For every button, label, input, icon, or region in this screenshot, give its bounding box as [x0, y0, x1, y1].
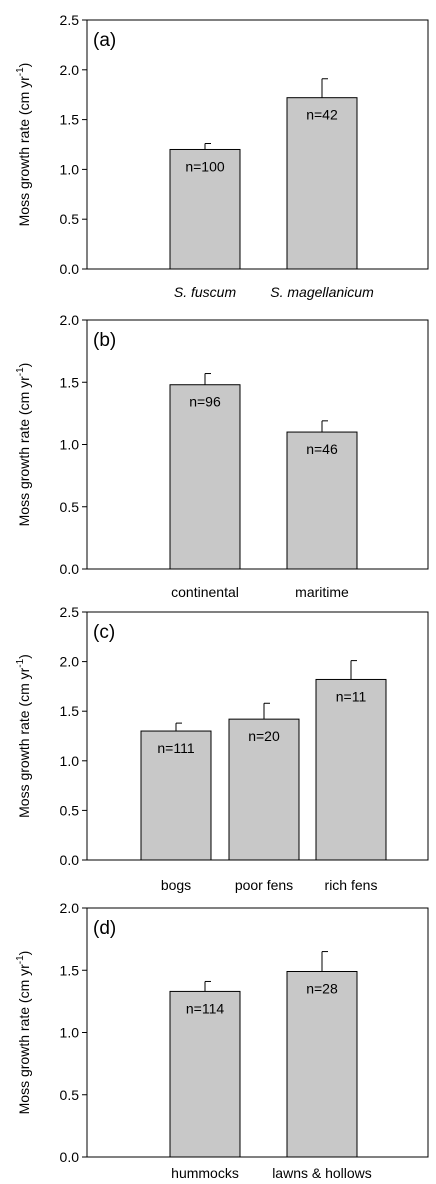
- chart-panel-3: 0.0 0.5 1.0 1.5 2.0 2.5 Moss growth rate (cm y…: [15, 604, 429, 893]
- category-label: S. fuscum: [174, 284, 237, 300]
- y-axis-label-superscript: -1: [15, 658, 26, 667]
- y-tick-label: 1.5: [60, 703, 80, 719]
- y-tick-label: 0.0: [60, 852, 80, 868]
- y-axis-label: Moss growth rate (cm yr-1): [15, 63, 32, 227]
- y-tick-label: 0.5: [60, 1087, 80, 1103]
- y-tick-label: 2.5: [60, 12, 80, 28]
- y-tick-label: 0.5: [60, 211, 80, 227]
- bar: [169, 990, 241, 1158]
- y-axis-label-close: ): [16, 654, 32, 659]
- y-tick-label: 1.0: [60, 753, 80, 769]
- y-tick-label: 2.5: [60, 604, 80, 620]
- y-tick-label: 2.0: [60, 900, 80, 916]
- y-tick-label: 0.0: [60, 261, 80, 277]
- n-label: n=28: [306, 980, 338, 996]
- y-axis-label-superscript: -1: [15, 367, 26, 376]
- bar: [286, 970, 358, 1158]
- y-tick-label: 0.5: [60, 499, 80, 515]
- category-label: rich fens: [325, 877, 378, 893]
- n-label: n=100: [185, 158, 225, 174]
- panel-label: (c): [93, 622, 115, 643]
- y-tick-label: 1.0: [60, 1025, 80, 1041]
- plot-frame: [86, 319, 429, 570]
- n-label: n=96: [189, 394, 221, 410]
- panel-label: (d): [93, 918, 116, 939]
- n-label: n=42: [306, 107, 338, 123]
- panel-label: (b): [93, 330, 116, 351]
- plot-frame: [86, 907, 429, 1158]
- n-label: n=111: [157, 740, 194, 756]
- y-tick-label: 2.0: [60, 654, 80, 670]
- y-tick-label: 1.5: [60, 962, 80, 978]
- chart-panel-4: 0.0 0.5 1.0 1.5 2.0 Moss growth rate (cm yr-1…: [15, 900, 429, 1181]
- y-axis-label: Moss growth rate (cm yr-1): [15, 363, 32, 527]
- y-axis-label-main: Moss growth rate (cm yr: [16, 376, 32, 526]
- y-axis-label-superscript: -1: [15, 955, 26, 964]
- y-axis-label: Moss growth rate (cm yr-1): [15, 654, 32, 818]
- chart-panel-1: 0.0 0.5 1.0 1.5 2.0 2.5 Moss growth rate (cm y…: [15, 12, 429, 300]
- bar: [286, 431, 358, 570]
- y-tick-label: 1.0: [60, 437, 80, 453]
- n-label: n=114: [186, 1000, 224, 1016]
- bar: [140, 730, 212, 861]
- y-axis-label: Moss growth rate (cm yr-1): [15, 951, 32, 1115]
- bar: [315, 678, 387, 861]
- y-axis-label-close: ): [16, 63, 32, 68]
- n-label: n=11: [336, 688, 367, 704]
- y-tick-label: 1.5: [60, 112, 80, 128]
- y-tick-label: 2.0: [60, 62, 80, 78]
- category-label: poor fens: [235, 877, 293, 893]
- y-tick-label: 1.0: [60, 161, 80, 177]
- category-label: S. magellanicum: [270, 284, 374, 300]
- category-label: lawns & hollows: [272, 1165, 372, 1181]
- category-label: maritime: [295, 584, 349, 600]
- y-axis-label-superscript: -1: [15, 67, 26, 76]
- y-axis-label-main: Moss growth rate (cm yr: [16, 76, 32, 226]
- bar: [169, 384, 241, 570]
- y-tick-label: 0.5: [60, 802, 80, 818]
- n-label: n=20: [248, 728, 280, 744]
- chart-panel-2: 0.0 0.5 1.0 1.5 2.0 Moss growth rate (cm yr-1…: [15, 312, 429, 600]
- bar: [286, 97, 358, 270]
- panel-label: (a): [93, 30, 116, 51]
- y-axis-label-main: Moss growth rate (cm yr: [16, 667, 32, 817]
- y-tick-label: 0.0: [60, 1149, 80, 1165]
- plot-frame: [86, 19, 429, 270]
- category-label: hummocks: [171, 1165, 239, 1181]
- y-tick-label: 0.0: [60, 561, 80, 577]
- y-axis-label-main: Moss growth rate (cm yr: [16, 964, 32, 1114]
- n-label: n=46: [306, 441, 338, 457]
- y-axis-label-close: ): [16, 363, 32, 368]
- bar: [228, 718, 300, 861]
- category-label: continental: [171, 584, 239, 600]
- y-axis-label-close: ): [16, 951, 32, 956]
- category-label: bogs: [161, 877, 191, 893]
- y-tick-label: 2.0: [60, 312, 80, 328]
- y-tick-label: 1.5: [60, 374, 80, 390]
